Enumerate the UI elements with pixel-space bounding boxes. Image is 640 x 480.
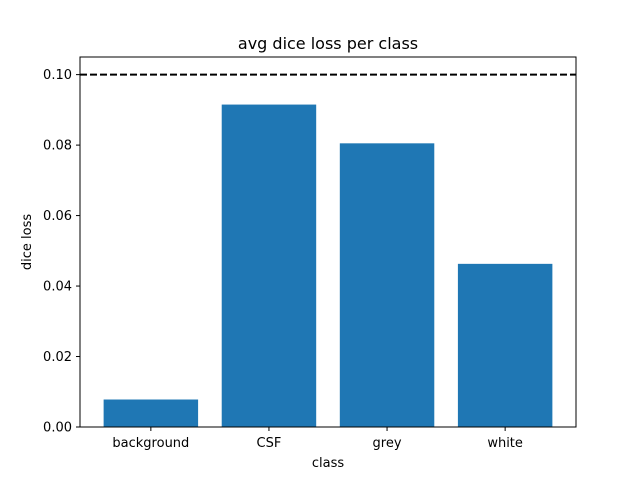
x-tick-label: CSF [257,436,282,451]
x-axis-label: class [312,456,344,471]
x-ticks-group: background CSF grey white [112,427,523,451]
y-tick-label: 0.06 [43,209,72,224]
x-tick-label: background [112,436,189,451]
y-tick-label: 0.08 [43,139,72,154]
plot-frame [79,56,577,428]
bars-group [103,104,553,427]
bar-white [457,263,553,427]
y-tick-label: 0.02 [43,350,72,365]
y-axis-label: dice loss [20,214,35,270]
x-tick-label: white [487,436,523,451]
y-ticks-group: 0.00 0.02 0.04 0.06 0.08 0.10 [43,68,80,436]
bar-csf [221,104,317,427]
y-tick-label: 0.00 [43,421,72,436]
y-tick-label: 0.10 [43,68,72,83]
y-tick-label: 0.04 [43,280,72,295]
bar-background [103,399,199,427]
x-tick-label: grey [373,436,402,451]
bar-grey [339,143,435,427]
chart-title: avg dice loss per class [238,34,418,53]
